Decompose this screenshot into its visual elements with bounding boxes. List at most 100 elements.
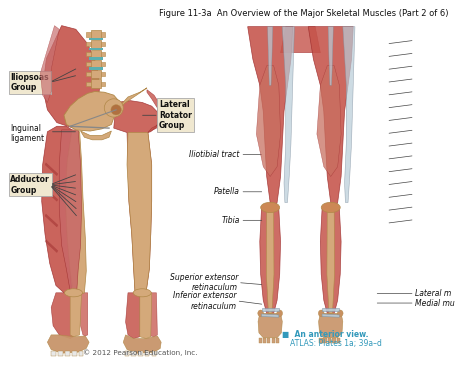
Polygon shape — [51, 293, 73, 339]
Bar — [91, 70, 101, 78]
Ellipse shape — [133, 289, 151, 297]
Polygon shape — [248, 27, 292, 209]
Text: Adductor
Group: Adductor Group — [10, 175, 50, 195]
Polygon shape — [343, 27, 355, 202]
Text: Lateral
Rotator
Group: Lateral Rotator Group — [159, 100, 191, 130]
Bar — [86, 52, 105, 56]
Bar — [86, 32, 105, 37]
Ellipse shape — [261, 202, 280, 213]
Polygon shape — [123, 335, 161, 353]
Bar — [91, 50, 101, 58]
Bar — [89, 67, 103, 70]
Bar — [91, 60, 101, 68]
Polygon shape — [59, 130, 82, 293]
Polygon shape — [322, 309, 339, 311]
Polygon shape — [260, 209, 281, 313]
Polygon shape — [327, 209, 335, 313]
Bar — [72, 351, 77, 356]
Polygon shape — [256, 66, 281, 176]
Polygon shape — [126, 293, 140, 339]
Bar — [152, 351, 156, 356]
Polygon shape — [308, 27, 353, 209]
Polygon shape — [267, 27, 273, 85]
Polygon shape — [266, 209, 274, 313]
Polygon shape — [140, 293, 152, 339]
Polygon shape — [276, 338, 279, 343]
Polygon shape — [151, 293, 157, 337]
Text: © 2012 Pearson Education, Inc.: © 2012 Pearson Education, Inc. — [82, 350, 197, 356]
Polygon shape — [319, 338, 323, 343]
Text: Lateral m: Lateral m — [415, 289, 451, 298]
Ellipse shape — [111, 105, 121, 115]
Text: Inguinal
ligament: Inguinal ligament — [10, 124, 45, 143]
Polygon shape — [259, 338, 262, 343]
Ellipse shape — [64, 289, 82, 297]
Polygon shape — [45, 214, 58, 227]
Bar — [91, 79, 101, 88]
Polygon shape — [262, 309, 279, 311]
Text: Superior extensor
retinaculum: Superior extensor retinaculum — [170, 273, 238, 292]
Polygon shape — [118, 88, 147, 110]
Polygon shape — [258, 313, 283, 338]
Polygon shape — [70, 293, 82, 337]
Polygon shape — [323, 338, 327, 343]
Polygon shape — [319, 313, 343, 338]
Polygon shape — [337, 338, 340, 343]
Bar — [65, 351, 70, 356]
Polygon shape — [45, 240, 58, 253]
Bar — [131, 351, 136, 356]
Bar — [91, 30, 101, 38]
Polygon shape — [43, 26, 100, 128]
Bar — [138, 351, 143, 356]
Polygon shape — [127, 132, 152, 295]
Bar — [89, 38, 103, 40]
Polygon shape — [317, 66, 341, 176]
Ellipse shape — [258, 310, 264, 317]
Polygon shape — [283, 27, 294, 202]
Polygon shape — [328, 338, 331, 343]
Polygon shape — [64, 92, 119, 131]
Text: Iliotibial tract: Iliotibial tract — [190, 150, 240, 159]
Polygon shape — [147, 90, 162, 132]
Polygon shape — [328, 27, 333, 85]
Text: Iliopsoas
Group: Iliopsoas Group — [10, 72, 49, 92]
Polygon shape — [45, 163, 58, 176]
Bar — [51, 351, 56, 356]
Polygon shape — [80, 293, 88, 336]
Bar — [79, 351, 83, 356]
Bar — [86, 82, 105, 86]
Ellipse shape — [277, 310, 283, 317]
Ellipse shape — [337, 310, 343, 317]
Polygon shape — [262, 314, 279, 317]
Ellipse shape — [319, 310, 324, 317]
Bar — [145, 351, 149, 356]
Polygon shape — [263, 338, 266, 343]
Text: Medial mu: Medial mu — [415, 299, 455, 307]
Bar — [91, 40, 101, 48]
Bar — [86, 72, 105, 76]
Text: L₅: L₅ — [99, 92, 105, 98]
Text: Patella: Patella — [214, 187, 240, 196]
Text: Tibia: Tibia — [221, 216, 240, 225]
Bar — [86, 42, 105, 46]
Polygon shape — [281, 27, 320, 53]
Bar — [125, 351, 129, 356]
Bar — [209, 20, 393, 346]
Bar — [86, 62, 105, 66]
Polygon shape — [40, 26, 59, 102]
Polygon shape — [45, 188, 58, 201]
Ellipse shape — [321, 202, 340, 213]
Polygon shape — [42, 126, 72, 293]
Bar — [89, 48, 103, 50]
Text: Figure 11-3a  An Overview of the Major Skeletal Muscles (Part 2 of 6): Figure 11-3a An Overview of the Major Sk… — [159, 9, 448, 18]
Text: ATLAS: Plates 1a; 39a–d: ATLAS: Plates 1a; 39a–d — [290, 339, 382, 348]
Polygon shape — [272, 338, 275, 343]
Text: Inferior extensor
retinaculum: Inferior extensor retinaculum — [173, 291, 237, 311]
Polygon shape — [332, 338, 336, 343]
Text: ■  An anterior view.: ■ An anterior view. — [282, 330, 368, 339]
Bar — [58, 351, 63, 356]
Polygon shape — [65, 130, 86, 295]
Polygon shape — [322, 314, 339, 317]
Polygon shape — [47, 335, 89, 353]
Polygon shape — [81, 131, 111, 140]
